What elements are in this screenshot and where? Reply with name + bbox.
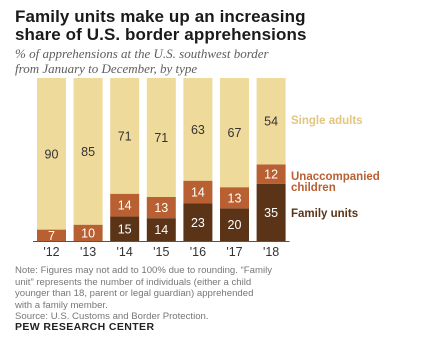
note-line: unit” represents the number of individua… — [15, 276, 252, 288]
x-tick-label: '12 — [43, 245, 59, 259]
note-line: with a family member. — [15, 299, 108, 311]
chart-title-line: share of U.S. border apprehensions — [15, 25, 307, 44]
data-label: 15 — [118, 222, 132, 236]
bar-segment — [256, 164, 286, 184]
bar-segment — [73, 78, 103, 225]
chart-title: Family units make up an increasing share… — [15, 8, 435, 44]
bar-segment — [110, 216, 140, 241]
data-label: 35 — [264, 206, 278, 220]
data-label: 85 — [81, 145, 95, 159]
legend-label: Unaccompanied — [291, 171, 380, 183]
data-label: 23 — [191, 216, 205, 230]
data-label: 71 — [118, 129, 132, 143]
chart-subtitle: % of apprehensions at the U.S. southwest… — [15, 46, 435, 76]
bar-segment — [73, 224, 103, 241]
bar-segment — [220, 187, 249, 209]
bar-segment — [183, 78, 213, 181]
data-label: 90 — [45, 147, 59, 161]
chart-subtitle-line: % of apprehensions at the U.S. southwest… — [15, 46, 269, 61]
data-label: 14 — [154, 223, 168, 237]
stacked-bar-chart: 7 90 '12 10 85 '13 15 14 71 '14 14 13 71 '15 23 14 63 '16… — [33, 78, 380, 259]
bar-segment — [220, 208, 249, 241]
bar-segment — [183, 180, 213, 204]
chart-note: Note: Figures may not add to 100% due to… — [15, 265, 420, 323]
data-label: 14 — [191, 186, 205, 200]
data-label: 20 — [228, 218, 242, 232]
bar-segment — [146, 218, 176, 241]
data-label: 71 — [154, 131, 168, 145]
bar-segment — [183, 203, 213, 241]
note-line: younger than 18, parent or legal guardia… — [15, 288, 254, 300]
data-label: 10 — [81, 226, 95, 240]
x-tick-label: '18 — [263, 245, 279, 259]
x-tick-label: '13 — [80, 245, 96, 259]
bar-segment — [110, 78, 140, 194]
x-tick-label: '14 — [117, 245, 133, 259]
chart-title-line: Family units make up an increasing — [15, 7, 306, 26]
data-label: 7 — [48, 229, 55, 243]
bar-segment — [110, 193, 140, 217]
bar-segment — [37, 78, 66, 230]
data-label: 54 — [264, 115, 278, 129]
legend-label: Family units — [291, 208, 358, 220]
legend-label: children — [291, 182, 336, 194]
source-line: Source: U.S. Customs and Border Protecti… — [15, 311, 209, 323]
x-tick-label: '17 — [226, 245, 242, 259]
bar-segment — [37, 229, 66, 241]
data-label: 14 — [118, 199, 132, 213]
x-tick-label: '15 — [153, 245, 169, 259]
bar-segment — [220, 78, 249, 188]
data-label: 13 — [228, 191, 242, 205]
chart-subtitle-line: from January to December, by type — [15, 61, 198, 76]
bar-segment — [256, 78, 286, 165]
note-line: Note: Figures may not add to 100% due to… — [15, 265, 273, 276]
data-label: 63 — [191, 123, 205, 137]
data-label: 12 — [264, 168, 278, 182]
legend-label: Single adults — [291, 115, 363, 127]
bar-segment — [146, 196, 176, 219]
pew-research-center-footer: PEW RESEARCH CENTER — [15, 321, 155, 333]
data-label: 13 — [154, 201, 168, 215]
data-label: 67 — [228, 126, 242, 140]
x-tick-label: '16 — [190, 245, 206, 259]
bar-segment — [256, 183, 286, 241]
bar-segment — [146, 78, 176, 197]
